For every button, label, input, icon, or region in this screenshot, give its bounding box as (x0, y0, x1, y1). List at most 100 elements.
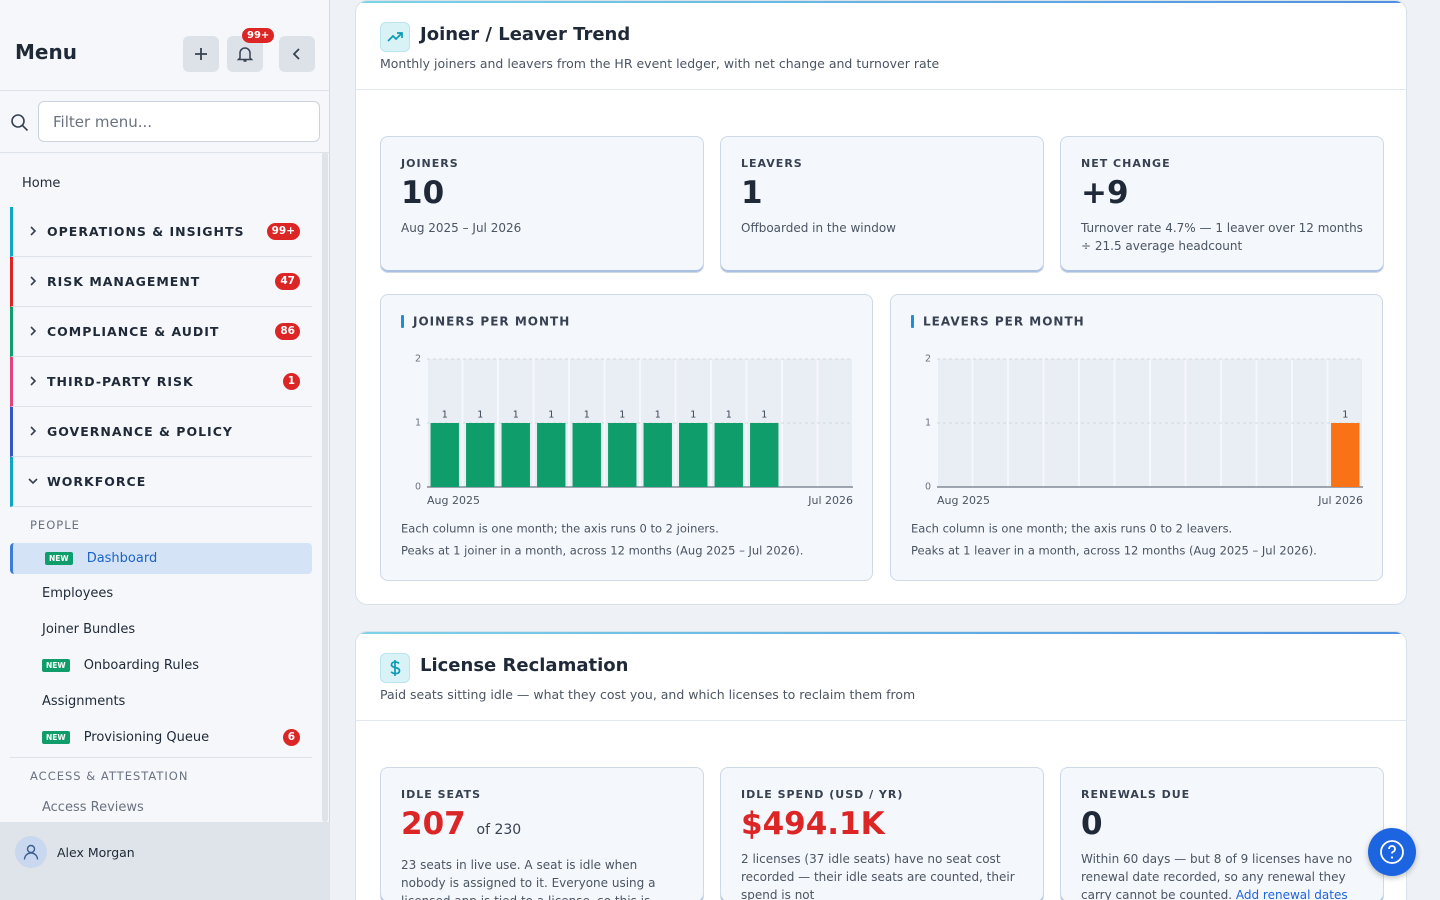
panel-divider (356, 720, 1406, 721)
y-tick-label: 2 (415, 354, 421, 365)
user-name: Alex Morgan (57, 845, 135, 860)
nav-group-label: WORKFORCE (47, 474, 147, 489)
stat-note: Turnover rate 4.7% — 1 leaver over 12 mo… (1081, 221, 1363, 253)
bar (679, 423, 708, 487)
stat-note-block: Turnover rate 4.7% — 1 leaver over 12 mo… (1081, 219, 1363, 255)
nav-group[interactable]: THIRD-PARTY RISK 1 (10, 357, 312, 407)
stat-value: 1 (741, 175, 763, 211)
nav-list: Home OPERATIONS & INSIGHTS 99+ RISK MANAGEM… (0, 160, 322, 822)
panel: License Reclamation Paid seats sitting id… (355, 631, 1407, 900)
bar (501, 423, 530, 487)
stat-card: JOINERS 10 Aug 2025 – Jul 2026 (380, 136, 704, 273)
panel-icon-glyph (387, 32, 403, 42)
stat-card: LEAVERS 1 Offboarded in the window (720, 136, 1044, 273)
stat-value: +9 (1081, 175, 1129, 211)
nav-item[interactable]: NEW Dashboard (10, 543, 312, 574)
chart-card: JOINERS PER MONTH 0 1 2 Aug 2025 1 1 1 1 1 1 1 1 1 1 Ju… (380, 294, 873, 581)
nav-item-label: Onboarding Rules (83, 657, 200, 673)
sidebar: Menu 99+ Home OPERATIONS & INSIGHTS 99+ RIS… (0, 0, 330, 900)
nav-item[interactable]: NEW Provisioning Queue 6 (10, 719, 312, 755)
stat-label: RENEWALS DUE (1081, 788, 1191, 801)
bar-value-label: 1 (690, 410, 696, 421)
nav-item[interactable]: Joiner Bundles (10, 611, 312, 647)
panel-subtitle: Paid seats sitting idle — what they cost… (380, 687, 916, 702)
notification-badge: 99+ (242, 28, 275, 43)
bar (466, 423, 495, 487)
nav-item[interactable]: NEW Onboarding Rules (10, 647, 312, 683)
stat-note: 23 seats in live use. A seat is idle whe… (401, 858, 656, 900)
nav-item[interactable]: Access Reviews (10, 793, 312, 821)
help-button[interactable] (1368, 828, 1416, 876)
bar-value-label: 1 (477, 410, 483, 421)
bar-value-label: 1 (726, 410, 732, 421)
y-tick-label: 1 (415, 418, 421, 429)
new-tag: NEW (42, 658, 70, 672)
add-button[interactable] (183, 36, 219, 72)
chevron-left-icon (292, 48, 300, 60)
bar (643, 423, 672, 487)
nav-badge: 6 (282, 728, 300, 746)
user-icon (23, 844, 39, 860)
bar-value-label: 1 (619, 410, 625, 421)
nav-item[interactable]: Assignments (10, 683, 312, 719)
nav-group-label: COMPLIANCE & AUDIT (47, 324, 220, 339)
column-bg (1080, 359, 1114, 487)
x-tick-label: Jul 2026 (1317, 494, 1363, 507)
title-accent (401, 315, 404, 328)
stat-note-block: 23 seats in live use. A seat is idle whe… (401, 856, 683, 900)
bar-value-label: 1 (513, 410, 519, 421)
chart-card: LEAVERS PER MONTH 0 1 2 Aug 2025 Jul 2026 1 Eac… (890, 294, 1383, 581)
chevron-right-icon (30, 376, 37, 386)
bar (750, 423, 779, 487)
bar-value-label: 1 (442, 410, 448, 421)
bar-value-label: 1 (761, 410, 767, 421)
nav-group-label: GOVERNANCE & POLICY (47, 424, 233, 439)
stat-note-block: 2 licenses (37 idle seats) have no seat … (741, 850, 1023, 900)
nav-badge: 86 (275, 323, 300, 340)
search-icon (11, 114, 29, 132)
bar-value-label: 1 (1342, 410, 1348, 421)
y-tick-label: 0 (925, 482, 931, 493)
stat-value-row: 1 (741, 175, 1023, 211)
nav-group[interactable]: OPERATIONS & INSIGHTS 99+ (10, 207, 312, 257)
stat-value-row: 10 (401, 175, 683, 211)
new-tag: NEW (45, 552, 73, 565)
nav-home[interactable]: Home (22, 176, 61, 191)
nav-item-label: Employees (42, 585, 114, 601)
title-accent (911, 315, 914, 328)
stat-card: IDLE SPEND (USD / YR) $494.1K 2 licenses (… (720, 767, 1044, 900)
collapse-button[interactable] (279, 36, 315, 72)
bar (537, 423, 566, 487)
chart-note: Peaks at 1 joiner in a month, across 12 … (401, 544, 803, 558)
nav-group[interactable]: WORKFORCE (10, 457, 312, 507)
stat-note-block: Within 60 days — but 8 of 9 licenses hav… (1081, 850, 1363, 900)
separator (0, 152, 330, 153)
nav-group-label: THIRD-PARTY RISK (47, 374, 194, 389)
nav-item-label: Access Reviews (42, 799, 144, 815)
chart-title: JOINERS PER MONTH (412, 315, 570, 329)
stat-card: NET CHANGE +9 Turnover rate 4.7% — 1 leave… (1060, 136, 1384, 273)
new-tag: NEW (42, 730, 70, 744)
panel-icon (380, 653, 410, 683)
nav-group[interactable]: COMPLIANCE & AUDIT 86 (10, 307, 312, 357)
panel-subtitle: Monthly joiners and leavers from the HR … (380, 56, 940, 71)
nav-group[interactable]: RISK MANAGEMENT 47 (10, 257, 312, 307)
column-bg (973, 359, 1007, 487)
chevron-down-icon (28, 478, 38, 485)
chevron-right-icon (30, 276, 37, 286)
avatar[interactable] (15, 836, 47, 868)
nav-item-label: Assignments (42, 693, 126, 709)
chart-note: Each column is one month; the axis runs … (401, 522, 719, 536)
filter-input[interactable] (38, 101, 320, 142)
bar (1331, 423, 1360, 487)
panel-icon-glyph (390, 660, 401, 676)
nav-group[interactable]: GOVERNANCE & POLICY (10, 407, 312, 457)
nav-item[interactable]: Employees (10, 575, 312, 611)
stat-value: 10 (401, 175, 445, 211)
chart-title: LEAVERS PER MONTH (923, 315, 1085, 329)
sidebar-header: Menu 99+ (0, 0, 330, 91)
chevron-right-icon (30, 226, 37, 236)
stat-link[interactable]: Add renewal dates (1235, 888, 1348, 900)
bar-value-label: 1 (584, 410, 590, 421)
